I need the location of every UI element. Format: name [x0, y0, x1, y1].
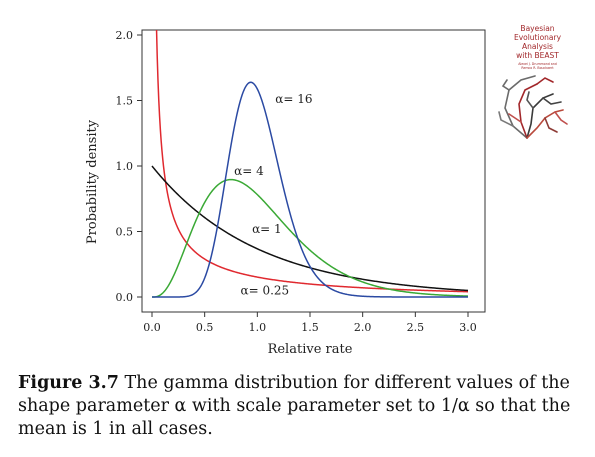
plot-frame: [141, 29, 486, 313]
x-tick-label: 2.5: [407, 321, 425, 334]
y-tick-label: 2.0: [116, 29, 134, 42]
series-line: [152, 81, 468, 298]
y-tick-label: 1.0: [116, 160, 134, 173]
series-label: α= 4: [234, 164, 264, 178]
series-line: [155, 30, 469, 293]
x-tick-label: 0.0: [143, 321, 161, 334]
series-label: α= 16: [275, 92, 312, 106]
gamma-density-chart: 0.0 0.5 1.0 1.5 2.0 2.5 3.0 0.0 0.5 1.0 1.5 2.0 α= …: [85, 29, 486, 357]
figure-caption-text: The gamma distribution for different val…: [18, 373, 571, 439]
book-author-line: Alexei J. Drummond and: [518, 62, 557, 66]
curves: [151, 30, 469, 298]
book-title-line: Evolutionary: [513, 33, 562, 42]
curve-labels: α= 0.25 α= 1 α= 4 α= 16: [234, 92, 312, 297]
figure-caption-label: Figure 3.7: [18, 373, 119, 393]
book-title-line: Analysis: [522, 42, 553, 51]
series-label: α= 0.25: [240, 283, 289, 297]
series-label: α= 1: [252, 222, 282, 236]
y-axis-title: Probability density: [85, 119, 100, 244]
book-title-line: with BEAST: [516, 51, 559, 60]
x-tick-label: 2.0: [354, 321, 372, 334]
x-tick-label: 1.0: [249, 321, 267, 334]
x-axis-title: Relative rate: [268, 342, 353, 357]
y-tick-label: 0.0: [116, 291, 134, 304]
y-tick-label: 0.5: [116, 226, 134, 239]
x-tick-label: 3.0: [459, 321, 477, 334]
x-tick-label: 0.5: [196, 321, 214, 334]
figure-caption: Figure 3.7 The gamma distribution for di…: [18, 372, 588, 441]
axes: 0.0 0.5 1.0 1.5 2.0 2.5 3.0 0.0 0.5 1.0 1.5 2.0: [116, 29, 486, 334]
series-line: [151, 165, 469, 292]
book-cover-thumbnail: Bayesian Evolutionary Analysis with BEAS…: [495, 20, 580, 145]
x-tick-label: 1.5: [301, 321, 319, 334]
book-cover-tree-artwork: [498, 75, 568, 139]
y-tick-label: 1.5: [116, 95, 134, 108]
book-title-line: Bayesian: [520, 24, 555, 33]
series-line: [152, 178, 469, 298]
book-author-line: Remco R. Bouckaert: [521, 66, 554, 70]
